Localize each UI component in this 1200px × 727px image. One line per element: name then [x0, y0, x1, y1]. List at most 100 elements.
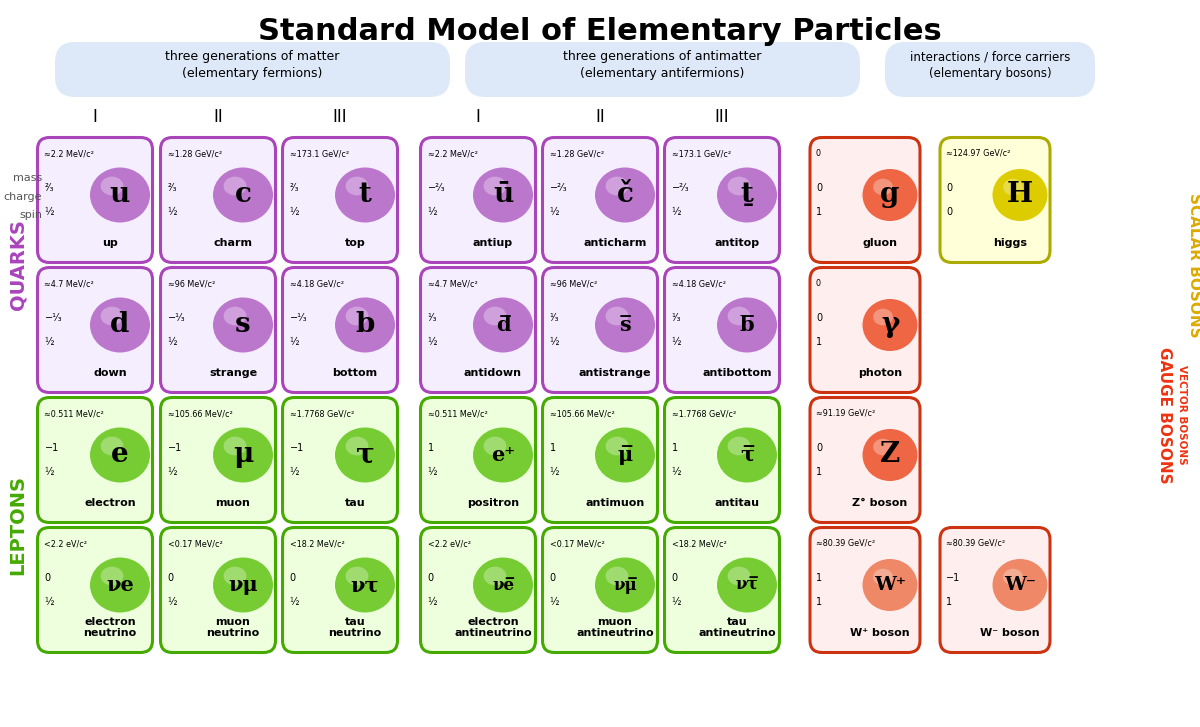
Ellipse shape	[718, 297, 778, 353]
Text: 1: 1	[816, 597, 822, 607]
Text: 1: 1	[550, 443, 556, 453]
Ellipse shape	[223, 566, 246, 585]
Ellipse shape	[718, 167, 778, 222]
Text: positron: positron	[467, 497, 520, 507]
Text: strange: strange	[209, 368, 257, 377]
Text: −1: −1	[44, 443, 59, 453]
Text: ¹⁄₃: ¹⁄₃	[672, 313, 682, 323]
Text: VECTOR BOSONS: VECTOR BOSONS	[1177, 365, 1187, 465]
Ellipse shape	[214, 167, 274, 222]
Text: ≈124.97 GeV/c²: ≈124.97 GeV/c²	[946, 148, 1010, 158]
Ellipse shape	[335, 558, 395, 613]
Text: ¹⁄₃: ¹⁄₃	[550, 313, 559, 323]
Text: 1: 1	[816, 467, 822, 477]
Text: ≈4.18 GeV/c²: ≈4.18 GeV/c²	[289, 279, 343, 289]
Text: 0: 0	[44, 573, 50, 583]
Ellipse shape	[863, 559, 918, 611]
FancyBboxPatch shape	[810, 528, 920, 653]
Ellipse shape	[473, 167, 533, 222]
FancyBboxPatch shape	[161, 268, 276, 393]
Text: ≈1.28 GeV/c²: ≈1.28 GeV/c²	[550, 150, 604, 158]
Text: 1: 1	[946, 597, 952, 607]
Text: 0: 0	[816, 148, 821, 158]
Text: W⁻ boson: W⁻ boson	[980, 627, 1040, 638]
FancyBboxPatch shape	[161, 398, 276, 523]
Text: b̅: b̅	[739, 315, 755, 335]
Ellipse shape	[1003, 569, 1022, 585]
Text: ½: ½	[289, 467, 299, 477]
FancyBboxPatch shape	[282, 268, 397, 393]
Ellipse shape	[346, 177, 368, 196]
Text: W⁻: W⁻	[1004, 576, 1036, 594]
Text: γ: γ	[881, 311, 899, 339]
Text: ½: ½	[427, 597, 437, 607]
Text: ½: ½	[168, 597, 178, 607]
Text: ½: ½	[168, 467, 178, 477]
Ellipse shape	[90, 427, 150, 483]
Text: 0: 0	[816, 313, 822, 323]
Text: −¹⁄₃: −¹⁄₃	[168, 313, 185, 323]
Text: −1: −1	[289, 443, 304, 453]
Text: ντ: ντ	[350, 575, 379, 595]
Ellipse shape	[992, 169, 1048, 221]
Text: 0: 0	[816, 443, 822, 453]
Text: −1: −1	[946, 573, 960, 583]
Text: 1: 1	[427, 443, 433, 453]
Text: ½: ½	[44, 597, 54, 607]
Text: <18.2 MeV/c²: <18.2 MeV/c²	[289, 539, 344, 548]
Text: 0: 0	[946, 207, 952, 217]
Text: ≈105.66 MeV/c²: ≈105.66 MeV/c²	[550, 409, 614, 419]
FancyBboxPatch shape	[665, 398, 780, 523]
Ellipse shape	[727, 177, 750, 196]
Ellipse shape	[863, 169, 918, 221]
Ellipse shape	[484, 177, 506, 196]
Ellipse shape	[727, 307, 750, 326]
Text: g: g	[881, 182, 900, 209]
Ellipse shape	[718, 558, 778, 613]
Text: photon: photon	[858, 368, 902, 377]
Text: antitop: antitop	[714, 238, 760, 247]
FancyBboxPatch shape	[420, 398, 535, 523]
FancyBboxPatch shape	[282, 137, 397, 262]
Text: antistrange: antistrange	[578, 368, 652, 377]
FancyBboxPatch shape	[810, 268, 920, 393]
Text: mass: mass	[13, 173, 42, 183]
Text: ½: ½	[44, 207, 54, 217]
Text: electron
neutrino: electron neutrino	[83, 616, 137, 638]
Text: muon
antineutrino: muon antineutrino	[576, 616, 654, 638]
Text: higgs: higgs	[994, 238, 1027, 247]
Ellipse shape	[595, 297, 655, 353]
Text: ½: ½	[427, 207, 437, 217]
Text: e⁺: e⁺	[491, 445, 515, 465]
Text: 1: 1	[816, 573, 822, 583]
Text: antiup: antiup	[473, 238, 514, 247]
Ellipse shape	[874, 179, 893, 196]
Text: 1: 1	[816, 337, 822, 347]
Text: ≈91.19 GeV/c²: ≈91.19 GeV/c²	[816, 409, 875, 417]
Text: tau: tau	[344, 497, 365, 507]
Ellipse shape	[223, 437, 246, 455]
Text: LEPTONS: LEPTONS	[8, 475, 28, 575]
Text: <0.17 MeV/c²: <0.17 MeV/c²	[550, 539, 605, 548]
Text: 0: 0	[816, 278, 821, 287]
Text: τ̅: τ̅	[740, 445, 754, 465]
Text: ½: ½	[672, 467, 682, 477]
Text: νμ: νμ	[228, 575, 258, 595]
Text: <2.2 eV/c²: <2.2 eV/c²	[44, 539, 88, 548]
Text: ²⁄₃: ²⁄₃	[168, 183, 178, 193]
Text: b: b	[355, 311, 374, 339]
Ellipse shape	[214, 427, 274, 483]
Ellipse shape	[874, 569, 893, 585]
Text: ≈1.7768 GeV/c²: ≈1.7768 GeV/c²	[672, 409, 736, 419]
Ellipse shape	[90, 167, 150, 222]
Text: ≈105.66 MeV/c²: ≈105.66 MeV/c²	[168, 409, 233, 419]
Text: c: c	[234, 182, 252, 209]
Text: antimuon: antimuon	[586, 497, 644, 507]
FancyBboxPatch shape	[940, 137, 1050, 262]
Text: ≈4.18 GeV/c²: ≈4.18 GeV/c²	[672, 279, 726, 289]
Ellipse shape	[101, 177, 124, 196]
Text: Z° boson: Z° boson	[852, 497, 907, 507]
Ellipse shape	[346, 566, 368, 585]
Text: ≈2.2 MeV/c²: ≈2.2 MeV/c²	[44, 150, 95, 158]
Text: μ̅: μ̅	[617, 445, 632, 465]
